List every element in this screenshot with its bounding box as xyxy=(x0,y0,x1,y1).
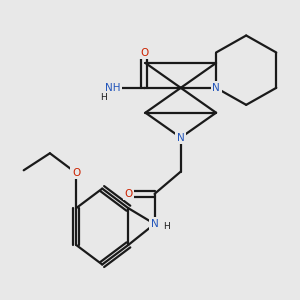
Text: N: N xyxy=(177,133,184,142)
Text: H: H xyxy=(100,92,107,101)
Text: N: N xyxy=(212,83,220,93)
Text: O: O xyxy=(72,168,80,178)
Text: NH: NH xyxy=(105,83,121,93)
Text: N: N xyxy=(151,219,158,229)
Text: O: O xyxy=(124,189,133,199)
Text: H: H xyxy=(163,222,170,231)
Text: O: O xyxy=(140,47,148,58)
